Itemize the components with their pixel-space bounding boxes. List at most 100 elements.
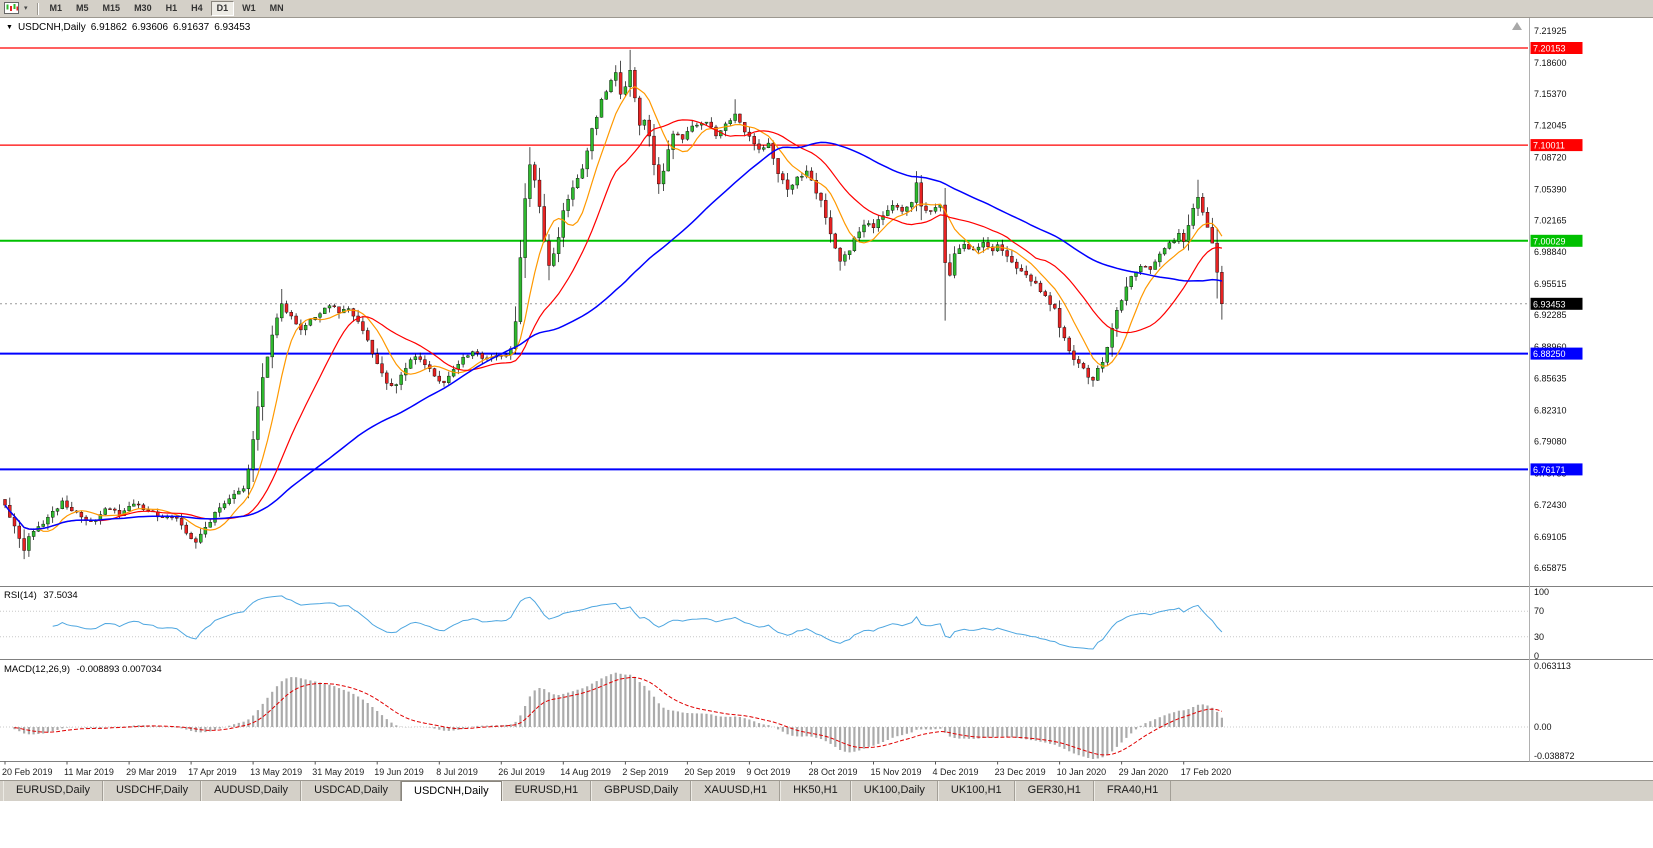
- svg-text:0.00: 0.00: [1534, 722, 1552, 732]
- price-tick-label: 7.15370: [1534, 89, 1567, 99]
- ma-line-55[interactable]: [4, 141, 1223, 531]
- price-tick-label: 7.05390: [1534, 184, 1567, 194]
- svg-text:70: 70: [1534, 606, 1544, 616]
- rsi-scale: 100 70 30 0: [1534, 587, 1549, 661]
- price-tick-label: 6.98840: [1534, 247, 1567, 257]
- date-label: 17 Feb 2020: [1181, 767, 1232, 777]
- timeframe-button-d1[interactable]: D1: [210, 1, 235, 16]
- price-badge-label: 7.10011: [1533, 141, 1565, 151]
- price-tick-label: 6.85635: [1534, 374, 1567, 384]
- chart-tab-usdchf-daily[interactable]: USDCHF,Daily: [102, 781, 202, 801]
- price-tick-label: 6.65875: [1534, 563, 1567, 573]
- chart-tab-hk50-h1[interactable]: HK50,H1: [780, 781, 851, 801]
- date-label: 8 Jul 2019: [436, 767, 478, 777]
- chart-tab-audusd-daily[interactable]: AUDUSD,Daily: [201, 781, 302, 801]
- price-tick-label: 7.08720: [1534, 153, 1567, 163]
- collapse-arrow-icon[interactable]: ▼: [6, 24, 13, 31]
- chart-tab-gbpusd-daily[interactable]: GBPUSD,Daily: [591, 781, 692, 801]
- timeframe-button-m1[interactable]: M1: [49, 3, 63, 13]
- chart-background: [0, 18, 1653, 780]
- chart-tab-usdcnh-daily[interactable]: USDCNH,Daily: [401, 781, 502, 801]
- chart-tab-eurusd-daily[interactable]: EURUSD,Daily: [3, 781, 103, 801]
- rsi-value: 37.5034: [43, 590, 78, 601]
- price-badges: 7.20153 7.10011 7.00029 6.88250 6.76171 6.934…: [1530, 42, 1583, 476]
- toolbar-separator: [36, 2, 39, 15]
- open-value: 6.91862: [90, 22, 127, 33]
- chart-ohlc-header: ▼ USDCNH,Daily 6.91862 6.93606 6.91637 6…: [6, 22, 250, 33]
- chart-tab-usdcad-daily[interactable]: USDCAD,Daily: [301, 781, 402, 801]
- date-label: 28 Oct 2019: [809, 767, 858, 777]
- candles: [3, 49, 1224, 560]
- rsi-name: RSI(14): [4, 590, 37, 601]
- timeframe-buttons: M1 M5 M15 M30 H1 H4 D1 W1 MN: [44, 1, 292, 16]
- date-label: 29 Jan 2020: [1119, 767, 1169, 777]
- timeframe-button-m30[interactable]: M30: [134, 3, 152, 13]
- svg-text:0: 0: [1534, 651, 1539, 661]
- rsi-indicator-label: RSI(14) 37.5034: [4, 590, 78, 601]
- price-tick-label: 6.95515: [1534, 279, 1567, 289]
- price-tick-label: 6.72430: [1534, 500, 1567, 510]
- date-label: 10 Jan 2020: [1057, 767, 1107, 777]
- date-label: 2 Sep 2019: [622, 767, 668, 777]
- price-tick-label: 6.82310: [1534, 406, 1567, 416]
- macd-indicator-label: MACD(12,26,9) -0.008893 0.007034: [4, 664, 162, 675]
- chart-canvas[interactable]: 7.21925 7.18600 7.15370 7.12045 7.08720 7.053…: [0, 18, 1653, 780]
- date-label: 11 Mar 2019: [64, 767, 114, 777]
- close-value: 6.93453: [214, 22, 251, 33]
- price-badge-label: 6.76171: [1533, 465, 1566, 475]
- top-toolbar: ▾ M1 M5 M15 M30 H1 H4 D1 W1 MN: [0, 0, 1653, 18]
- price-tick-label: 6.88960: [1534, 342, 1567, 352]
- timeframe-button-m5[interactable]: M5: [76, 3, 89, 13]
- chart-tab-bar: EURUSD,Daily USDCHF,Daily AUDUSD,Daily USDC…: [0, 780, 1653, 801]
- date-label: 20 Feb 2019: [2, 767, 53, 777]
- chart-tab-uk100-daily[interactable]: UK100,Daily: [850, 781, 938, 801]
- date-label: 9 Oct 2019: [746, 767, 790, 777]
- macd-values: -0.008893 0.007034: [76, 664, 162, 675]
- time-scale[interactable]: 20 Feb 2019 11 Mar 2019 29 Mar 2019 17 Apr …: [2, 761, 1232, 778]
- price-tick-label: 7.12045: [1534, 121, 1567, 131]
- chart-type-icon[interactable]: [4, 2, 22, 15]
- scale-marker-icon: [1512, 22, 1522, 30]
- chart-tab-ger30-h1[interactable]: GER30,H1: [1014, 781, 1094, 801]
- date-label: 31 May 2019: [312, 767, 364, 777]
- svg-text:0.063113: 0.063113: [1534, 661, 1571, 671]
- date-label: 4 Dec 2019: [933, 767, 979, 777]
- chart-tab-xauusd-h1[interactable]: XAUUSD,H1: [691, 781, 781, 801]
- macd-signal-line: [14, 676, 1223, 756]
- timeframe-button-w1[interactable]: W1: [242, 3, 256, 13]
- date-label: 13 May 2019: [250, 767, 302, 777]
- price-tick-label: 6.79080: [1534, 437, 1567, 447]
- chart-tab-eurusd-h1[interactable]: EURUSD,H1: [501, 781, 592, 801]
- date-label: 19 Jun 2019: [374, 767, 424, 777]
- svg-text:30: 30: [1534, 632, 1544, 642]
- timeframe-button-mn[interactable]: MN: [269, 3, 284, 13]
- macd-histogram: [13, 672, 1224, 759]
- chart-dropdown-icon[interactable]: ▾: [24, 5, 28, 12]
- price-tick-label: 7.02165: [1534, 215, 1567, 225]
- timeframe-button-h1[interactable]: H1: [165, 3, 178, 13]
- rsi-line: [52, 595, 1223, 650]
- svg-text:100: 100: [1534, 587, 1549, 597]
- price-badge-label: 7.00029: [1533, 236, 1566, 246]
- date-label: 23 Dec 2019: [995, 767, 1046, 777]
- date-label: 14 Aug 2019: [560, 767, 611, 777]
- date-label: 20 Sep 2019: [684, 767, 735, 777]
- ma-line-8[interactable]: [4, 86, 1223, 532]
- price-tick-label: 7.18600: [1534, 58, 1567, 68]
- timeframe-button-m15[interactable]: M15: [102, 3, 121, 13]
- date-label: 29 Mar 2019: [126, 767, 177, 777]
- chart-tab-uk100-h1[interactable]: UK100,H1: [937, 781, 1015, 801]
- price-tick-label: 6.69105: [1534, 532, 1567, 542]
- price-badge-label: 7.20153: [1533, 44, 1566, 54]
- date-label: 26 Jul 2019: [498, 767, 545, 777]
- price-badge-label: 6.88250: [1533, 349, 1566, 359]
- price-tick-label: 7.21925: [1534, 26, 1567, 36]
- timeframe-button-h4[interactable]: H4: [191, 3, 203, 13]
- date-label: 15 Nov 2019: [871, 767, 922, 777]
- high-value: 6.93606: [131, 22, 169, 33]
- chart-tab-fra40-h1[interactable]: FRA40,H1: [1093, 781, 1172, 801]
- date-label: 17 Apr 2019: [188, 767, 237, 777]
- svg-text:-0.038872: -0.038872: [1534, 751, 1575, 761]
- macd-scale: 0.063113 0.00 -0.038872: [1534, 661, 1575, 761]
